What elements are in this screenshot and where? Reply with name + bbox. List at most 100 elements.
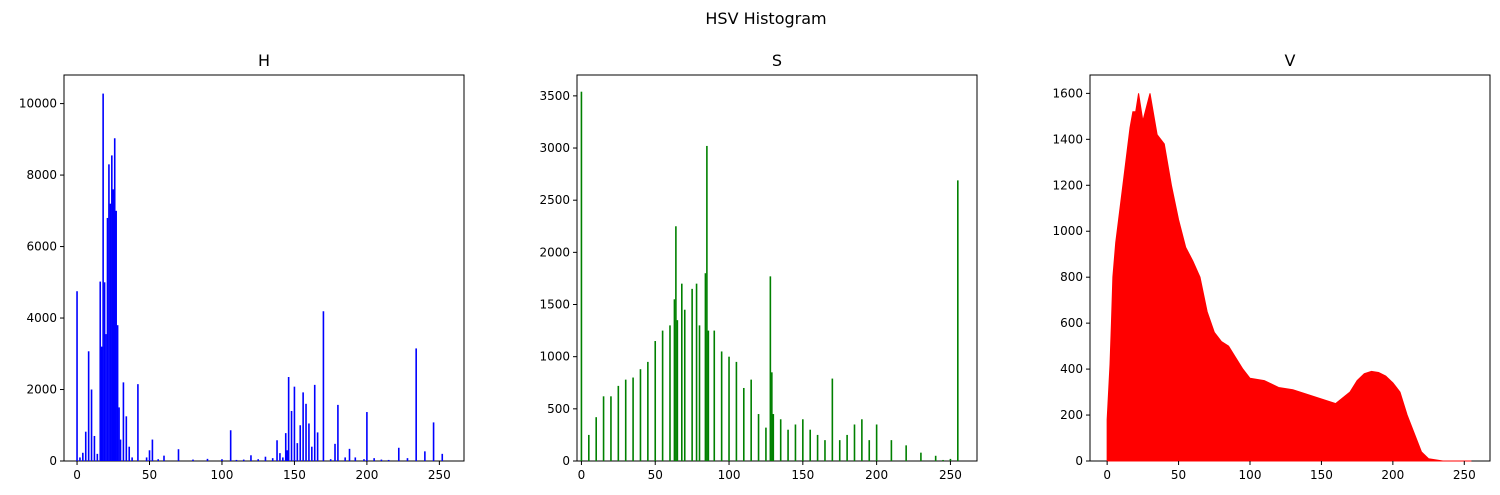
s-bar	[934, 455, 937, 461]
h-x-tick-label: 200	[355, 468, 378, 482]
s-bar	[675, 226, 677, 461]
s-bar	[713, 330, 716, 461]
h-bar	[108, 164, 110, 461]
s-bar	[787, 429, 789, 461]
s-bar	[920, 452, 922, 461]
h-bar	[221, 459, 223, 461]
h-bar	[115, 210, 117, 461]
h-bar	[271, 458, 274, 461]
h-bar	[235, 459, 238, 461]
s-bar	[698, 325, 701, 461]
v-y-tick-label: 400	[1060, 362, 1083, 376]
s-bar	[750, 379, 752, 461]
v-y-tick-label: 800	[1060, 270, 1083, 284]
h-bar	[264, 456, 267, 461]
h-bar	[163, 455, 165, 461]
s-bar	[772, 414, 775, 461]
h-y-tick-label: 10000	[19, 97, 57, 111]
s-bar	[846, 434, 848, 461]
h-bar	[99, 281, 102, 461]
h-bar	[380, 459, 383, 461]
h-bar	[112, 189, 115, 461]
s-bar	[757, 414, 760, 461]
h-bar	[373, 458, 375, 461]
h-bar	[192, 459, 194, 461]
h-bar	[299, 425, 302, 461]
s-bar	[647, 361, 649, 461]
h-bar	[387, 459, 390, 461]
v-y-tick-label: 1200	[1052, 178, 1083, 192]
v-y-tick-label: 600	[1060, 316, 1083, 330]
s-bar	[624, 379, 627, 461]
v-x-tick-label: 50	[1171, 468, 1186, 482]
h-x-tick-label: 150	[283, 468, 306, 482]
h-bar	[279, 453, 281, 461]
s-bar	[632, 377, 634, 461]
h-bar	[415, 348, 417, 461]
h-bar	[82, 452, 84, 461]
s-bar	[809, 429, 812, 461]
s-bar	[720, 351, 723, 461]
s-bar	[853, 424, 856, 461]
s-bar	[742, 387, 745, 461]
s-bar	[905, 445, 907, 461]
h-y-tick-label: 2000	[26, 383, 57, 397]
h-bar	[406, 458, 409, 461]
h-y-tick-label: 4000	[26, 311, 57, 325]
h-bar	[290, 410, 293, 461]
h-bar	[131, 457, 133, 461]
s-bar	[706, 145, 708, 461]
v-area	[1106, 93, 1472, 462]
s-bar	[779, 419, 782, 461]
h-bar	[79, 457, 81, 461]
s-bar	[838, 440, 841, 461]
s-y-tick-label: 3500	[539, 89, 570, 103]
s-bar	[654, 341, 657, 461]
s-bar	[824, 440, 826, 461]
h-bar	[286, 450, 288, 461]
h-bar	[296, 443, 299, 461]
h-bar	[103, 282, 106, 461]
h-bar	[148, 450, 151, 461]
h-bar	[302, 392, 304, 461]
h-bar	[287, 377, 290, 461]
h-bar	[145, 457, 148, 461]
s-y-tick-label: 3000	[539, 141, 570, 155]
h-bar	[102, 93, 104, 461]
s-y-ticks: 0 500 1000 1500 2000 2500 3000 3500	[539, 89, 577, 468]
s-bar	[765, 427, 767, 461]
h-bar	[354, 457, 357, 461]
s-bar	[602, 396, 605, 461]
s-y-tick-label: 0	[562, 454, 570, 468]
s-bar	[669, 325, 671, 461]
h-bar	[105, 334, 107, 461]
h-bar	[316, 432, 319, 461]
s-bar	[875, 424, 878, 461]
s-bar	[676, 320, 679, 461]
v-x-ticks: 0 50 100 150 200 250	[1103, 461, 1476, 482]
h-bar	[87, 351, 90, 461]
h-x-ticks: 0 50 100 150 200 250	[73, 461, 451, 482]
v-area-fill	[1106, 93, 1472, 462]
s-bar	[683, 309, 686, 461]
s-bar	[661, 330, 664, 461]
h-bar	[100, 346, 103, 461]
h-x-tick-label: 100	[211, 468, 234, 482]
s-bar	[771, 372, 773, 461]
h-bar	[177, 449, 180, 461]
h-y-tick-label: 0	[49, 454, 57, 468]
figure-suptitle: HSV Histogram	[705, 9, 826, 28]
s-bar	[769, 276, 772, 461]
h-bar	[441, 453, 444, 461]
s-bar	[868, 440, 871, 461]
h-bar	[257, 459, 259, 461]
h-bar	[119, 439, 122, 461]
h-histogram-panel: H 0 50 100 150 200 250 0 2000 4000 6000 8000 10000	[19, 51, 465, 482]
s-y-tick-label: 2500	[539, 193, 570, 207]
s-plot-title: S	[772, 51, 782, 70]
v-y-tick-label: 1400	[1052, 132, 1083, 146]
s-bar	[707, 330, 710, 461]
h-bar	[90, 389, 93, 461]
h-bar	[118, 407, 120, 461]
